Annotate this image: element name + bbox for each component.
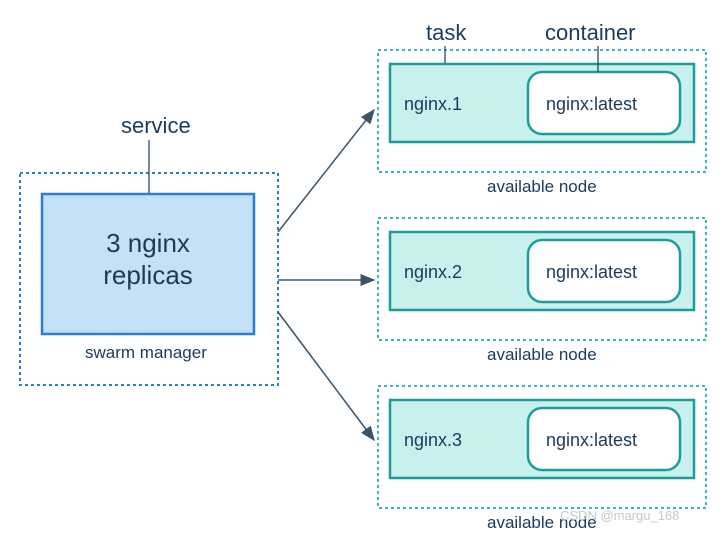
container-label: nginx:latest [546,94,637,114]
available-node-label: available node [487,345,597,364]
swarm-manager-label: swarm manager [85,343,207,362]
container-label: nginx:latest [546,262,637,282]
container-label: nginx:latest [546,430,637,450]
watermark-text: CSDN @margu_168 [560,508,679,523]
task-label: nginx.2 [404,262,462,282]
available-node-label: available node [487,177,597,196]
arrow-0 [278,110,374,232]
task-label: nginx.3 [404,430,462,450]
task-heading: task [426,20,467,45]
task-label: nginx.1 [404,94,462,114]
service-text-line1: 3 nginx [106,228,190,258]
service-text-line2: replicas [103,260,193,290]
service-heading: service [121,113,191,138]
arrow-2 [278,312,374,440]
swarm-diagram: 3 nginxreplicas swarm manager nginx.1 nginx… [0,0,726,537]
container-heading: container [545,20,636,45]
